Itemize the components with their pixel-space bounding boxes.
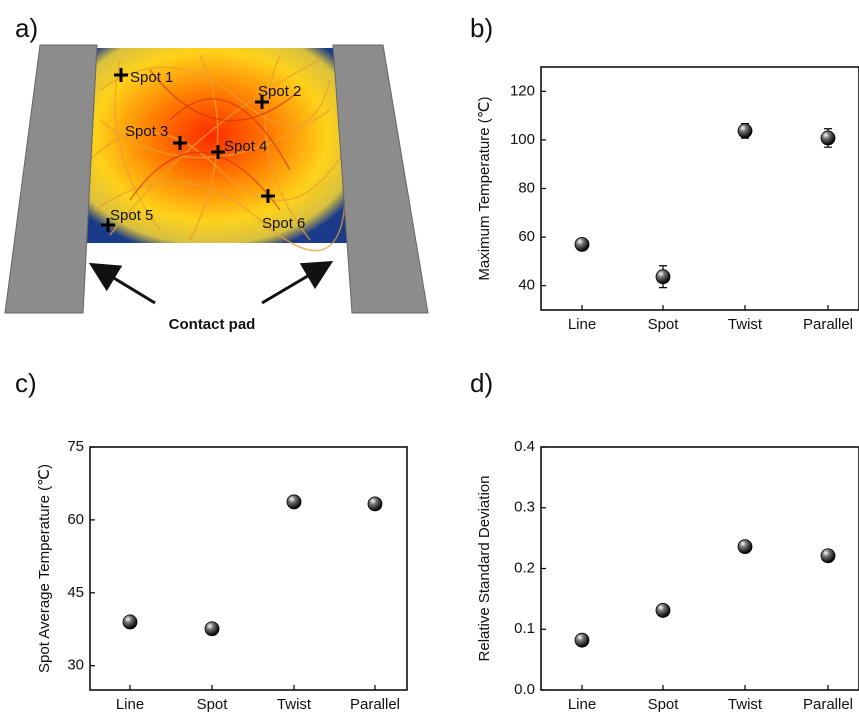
x-tick-label: Twist (728, 696, 763, 713)
arrow (88, 262, 156, 305)
arrow (261, 260, 334, 305)
data-point (820, 548, 836, 564)
spot-label: Spot 2 (258, 83, 301, 100)
y-tick-label: 0.0 (514, 681, 535, 698)
fibers (89, 54, 346, 252)
y-tick-label: 45 (67, 584, 84, 601)
plot-frame (540, 66, 859, 311)
data-point (574, 632, 590, 648)
y-tick-label: 120 (510, 82, 535, 99)
x-tick-label: Parallel (350, 696, 400, 713)
fibers (129, 69, 301, 211)
panel-label: c) (15, 368, 37, 398)
panel-label: b) (470, 13, 493, 43)
plot-frame (540, 446, 859, 691)
y-tick-label: 100 (510, 131, 535, 148)
y-tick-label: 0.1 (514, 620, 535, 637)
spot-marker (173, 136, 187, 150)
spot-label: Spot 6 (262, 215, 305, 232)
spot-marker (211, 145, 225, 159)
spot-label: Spot 5 (110, 207, 153, 224)
contact-pad (332, 44, 429, 314)
x-tick-label: Spot (648, 316, 680, 333)
x-tick-label: Twist (728, 316, 763, 333)
y-axis-label: Spot Average Temperature (℃) (36, 464, 53, 673)
spot-marker (101, 218, 115, 232)
y-tick-label: 80 (518, 179, 535, 196)
y-tick-label: 0.3 (514, 499, 535, 516)
data-point (655, 603, 671, 618)
y-axis-label: Maximum Temperature (℃) (476, 96, 493, 280)
x-tick-label: Spot (648, 696, 680, 713)
x-tick-label: Line (116, 696, 144, 713)
data-point (655, 269, 671, 285)
data-point (820, 130, 836, 146)
y-tick-label: 40 (518, 277, 535, 294)
x-tick-label: Spot (197, 696, 229, 713)
data-point (737, 539, 753, 555)
contact-pad (4, 44, 98, 314)
plot-frame (89, 446, 408, 691)
spot-marker (114, 68, 128, 82)
y-tick-label: 60 (67, 511, 84, 528)
panel-label: d) (470, 368, 493, 398)
data-point (286, 494, 302, 510)
y-tick-label: 30 (67, 657, 84, 674)
y-tick-label: 0.2 (514, 559, 535, 576)
data-point (574, 236, 590, 252)
spot-label: Spot 1 (130, 69, 173, 86)
y-tick-label: 60 (518, 228, 535, 245)
y-tick-label: 75 (67, 438, 84, 455)
x-tick-label: Line (568, 316, 596, 333)
spot-label: Spot 4 (224, 138, 267, 155)
x-tick-label: Line (568, 696, 596, 713)
caption: Contact pad (169, 316, 256, 333)
data-point (122, 614, 138, 630)
data-point (367, 496, 383, 512)
x-tick-label: Parallel (803, 696, 853, 713)
x-tick-label: Parallel (803, 316, 853, 333)
y-tick-label: 0.4 (514, 438, 535, 455)
panel-label: a) (15, 13, 38, 43)
y-axis-label: Relative Standard Deviation (476, 476, 493, 662)
x-tick-label: Twist (277, 696, 312, 713)
spot-label: Spot 3 (125, 123, 168, 140)
spot-marker (261, 189, 275, 203)
data-point (204, 621, 220, 637)
data-point (737, 123, 753, 139)
spot-marker (255, 95, 269, 109)
